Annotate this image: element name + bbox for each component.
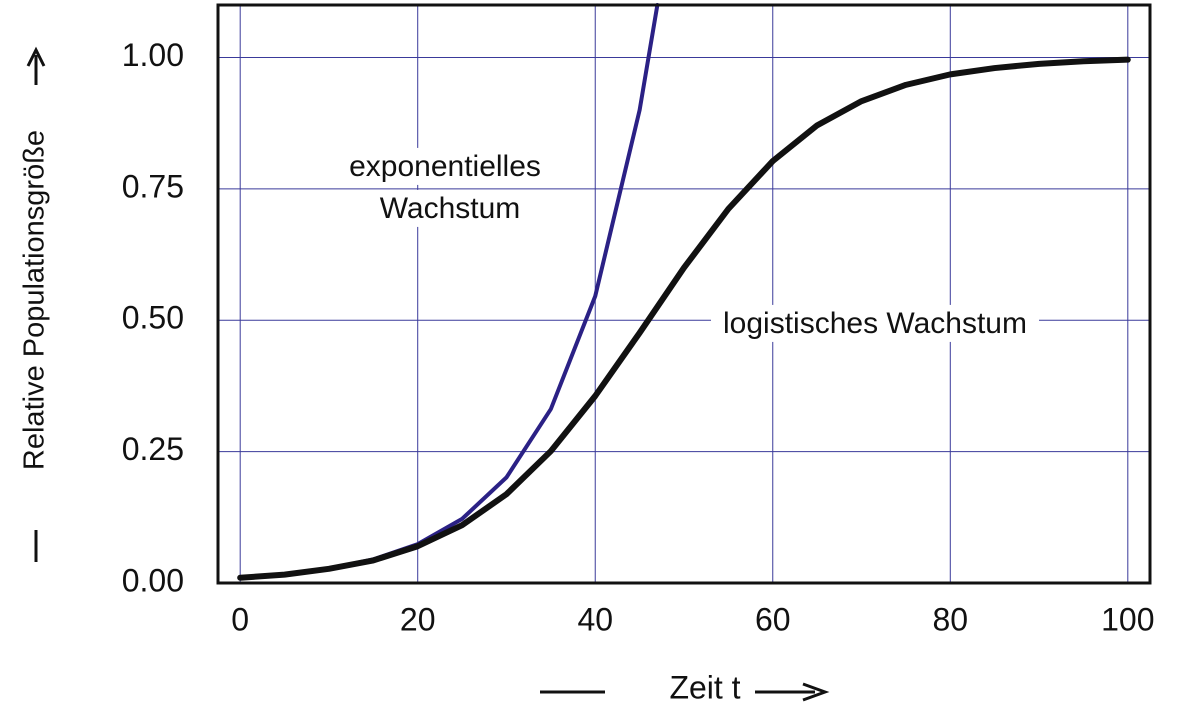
annotation: logistisches Wachstum [723,307,1027,340]
x-tick-label: 60 [755,601,791,637]
x-tick-label: 40 [577,601,613,637]
annotation-background [337,147,553,185]
x-tick-label: 100 [1101,601,1154,637]
plot-frame [216,3,1152,585]
y-tick-label: 0.00 [122,562,184,598]
marks [237,3,1131,581]
y-tick-label: 0.50 [122,300,184,336]
y-tick-label: 0.25 [122,431,184,467]
x-tick-label: 0 [231,601,249,637]
annotation-background [367,189,533,227]
y-tick-label: 0.75 [122,168,184,204]
annotation-background [711,304,1039,342]
x-tick-label: 20 [400,601,436,637]
y-tick-label: 1.00 [122,37,184,73]
y-label-arrowhead [26,46,46,67]
annotation: exponentielles [349,150,541,183]
x-tick-label: 80 [932,601,968,637]
annotation: Wachstum [380,192,521,225]
y-axis-label: Relative Populationsgröße [19,130,51,470]
x-axis-label: Zeit t [669,669,740,705]
series-line [237,56,1131,581]
x-label-arrowhead [802,682,830,702]
